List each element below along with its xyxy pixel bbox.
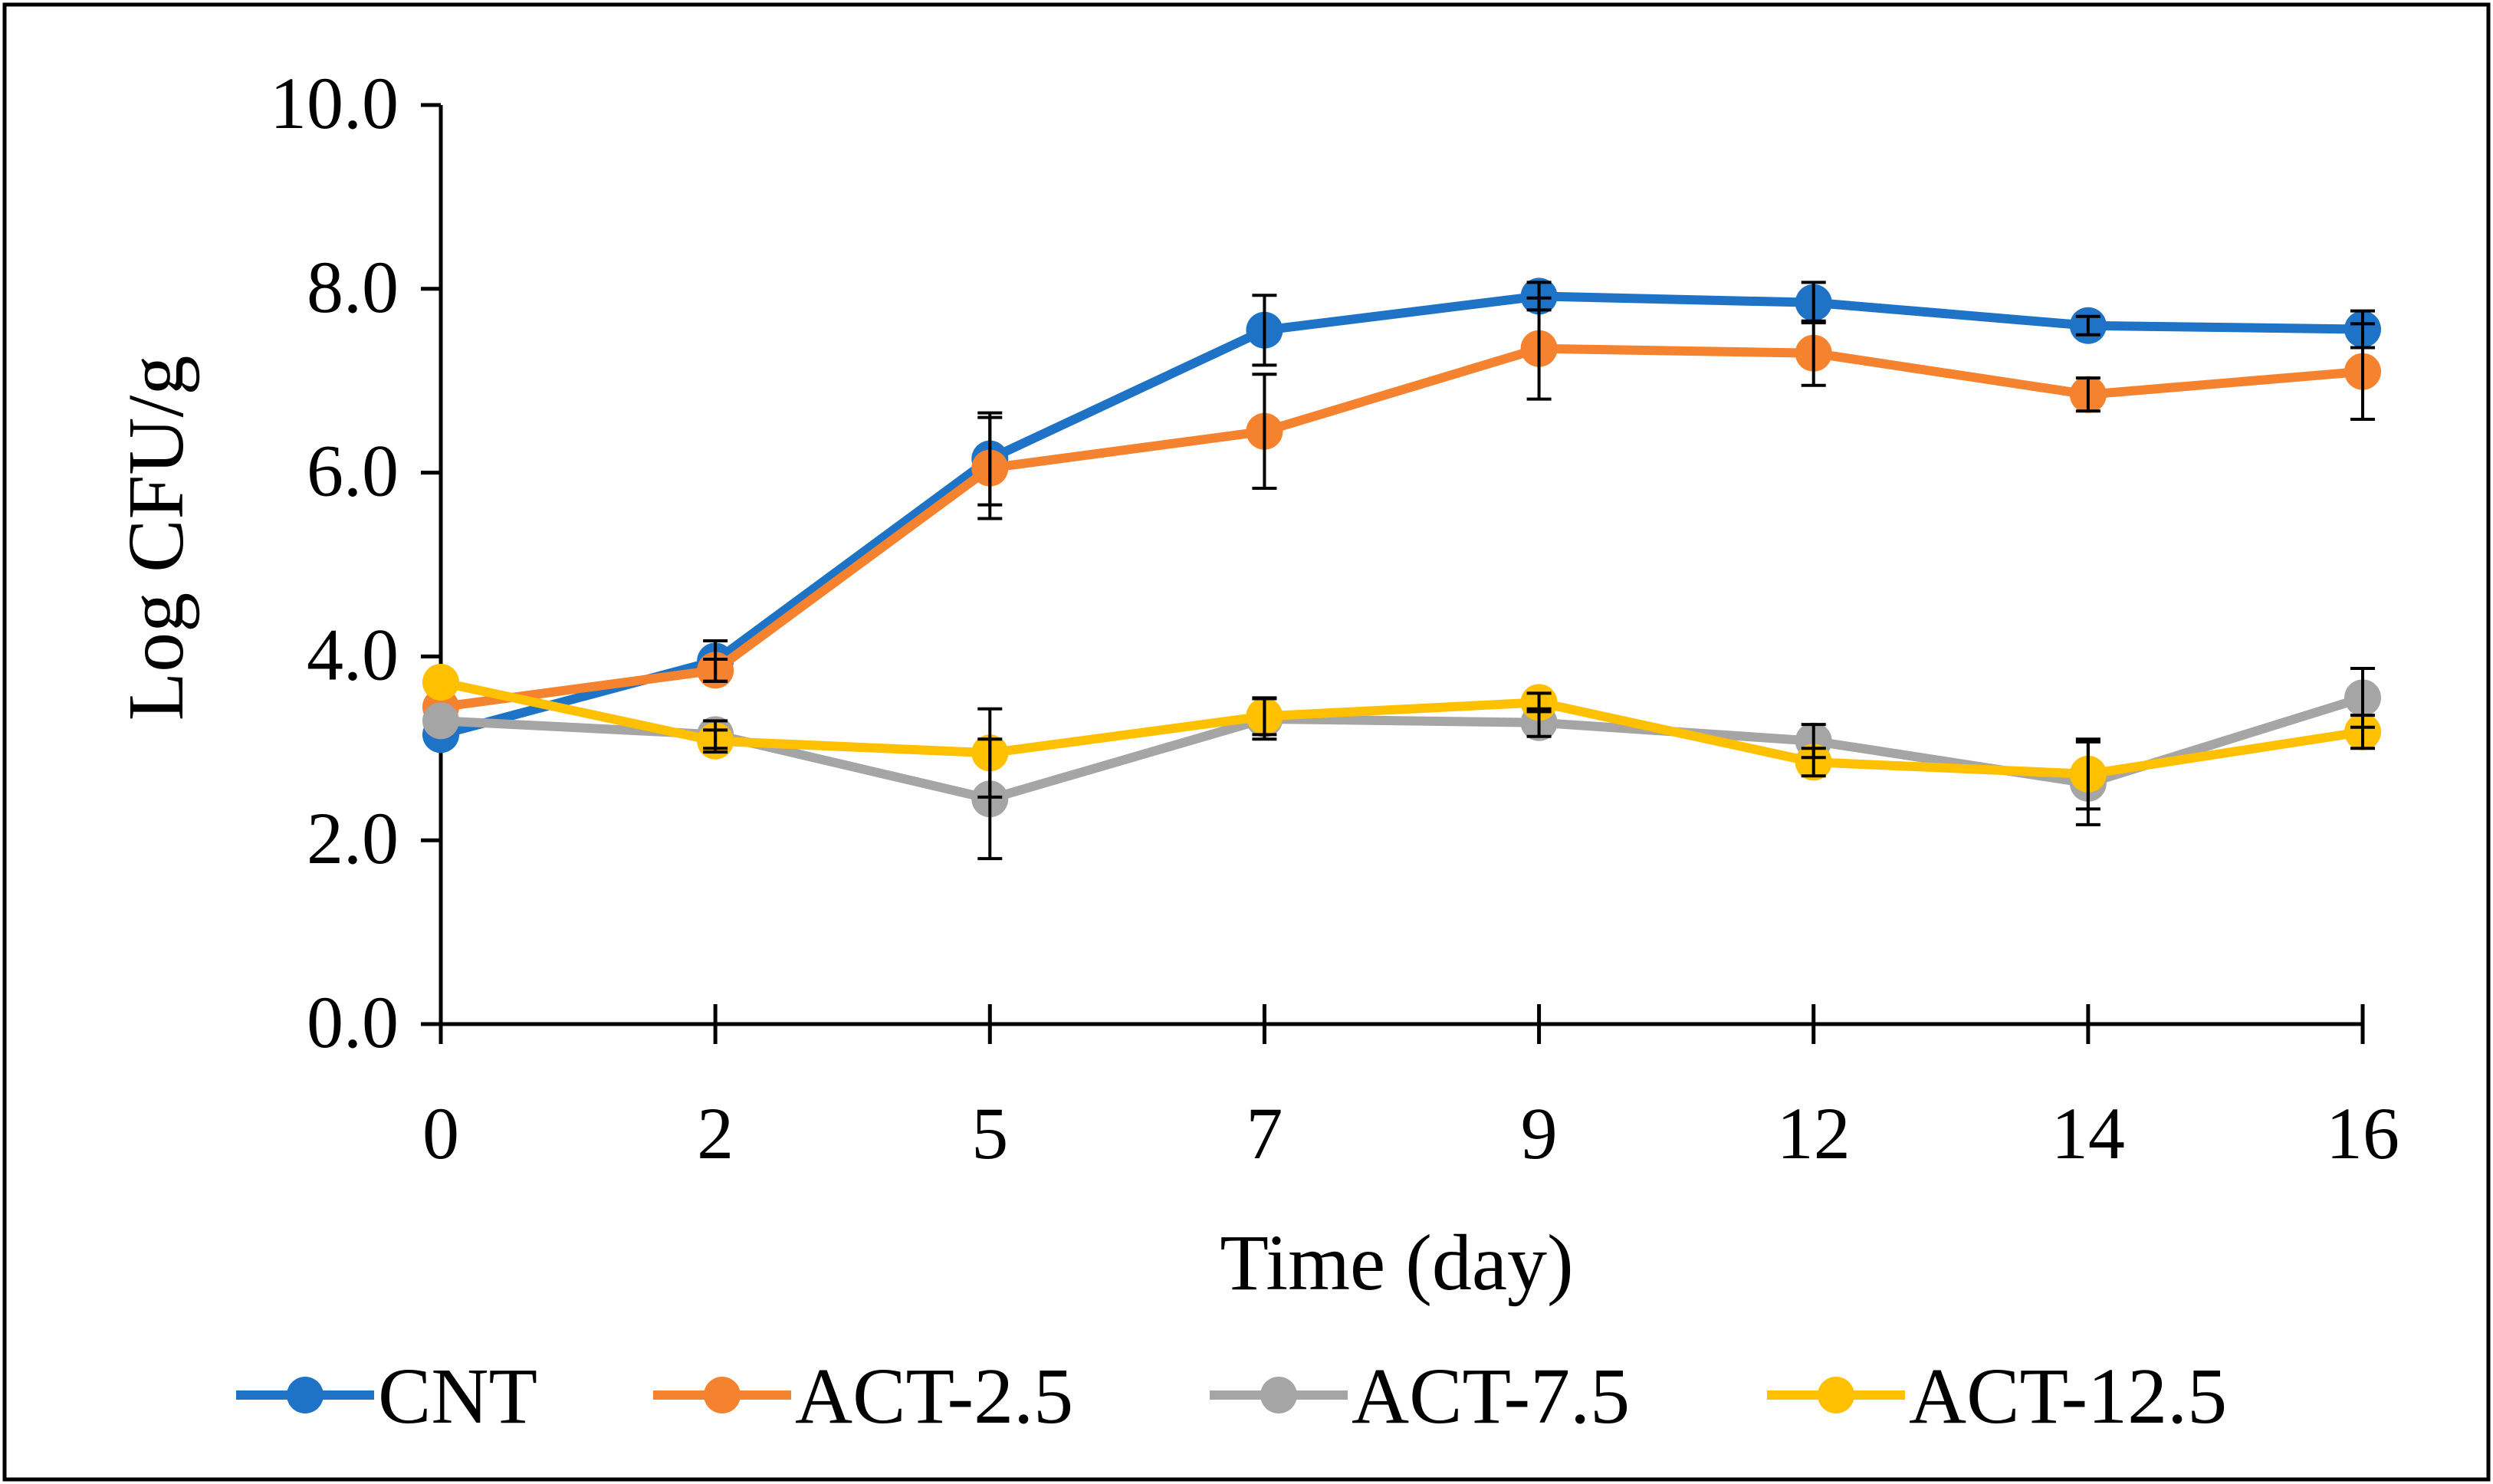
data-point <box>422 702 459 740</box>
x-tick-label: 9 <box>1521 1092 1558 1174</box>
y-tick-label: 8.0 <box>307 246 399 328</box>
plot-area: 0.0 2.0 4.0 6.0 8.0 10.0 0 2 5 7 9 12 14 16 <box>270 62 2399 1174</box>
legend-item-CNT: CNT <box>236 1352 537 1440</box>
x-tick-label: 2 <box>697 1092 734 1174</box>
y-tick-label: 0.0 <box>307 981 399 1063</box>
legend-label: ACT-2.5 <box>795 1352 1073 1440</box>
legend-swatch-marker <box>704 1377 741 1413</box>
legend-item-ACT-7.5: ACT-7.5 <box>1210 1352 1630 1440</box>
y-tick-label: 4.0 <box>307 613 399 695</box>
series-line <box>439 678 2363 779</box>
legend-label: ACT-7.5 <box>1352 1352 1630 1440</box>
error-bars-ACT-12.5 <box>703 691 2375 811</box>
x-tick-label: 16 <box>2326 1092 2399 1174</box>
x-tick-label: 14 <box>2051 1092 2125 1174</box>
legend-swatch-marker <box>287 1377 324 1413</box>
legend-swatch-marker <box>1260 1377 1297 1413</box>
y-axis-title: Log CFU/g <box>112 356 200 721</box>
x-tick-label: 7 <box>1246 1092 1283 1174</box>
x-tick-label: 0 <box>422 1092 459 1174</box>
y-tick-label: 6.0 <box>307 430 399 512</box>
y-tick-label: 10.0 <box>270 62 399 144</box>
y-tick-label: 2.0 <box>307 797 399 879</box>
x-tick-label: 5 <box>971 1092 1008 1174</box>
legend: CNT ACT-2.5 ACT-7.5 ACT-12.5 <box>236 1352 2227 1440</box>
series-line <box>440 343 2363 712</box>
legend-swatch-marker <box>1818 1377 1854 1413</box>
legend-label: ACT-12.5 <box>1909 1352 2227 1440</box>
series-ACT-2.5 <box>422 330 2381 726</box>
series-line <box>439 291 2363 740</box>
data-point <box>422 663 459 701</box>
x-axis-title: Time (day) <box>1220 1219 1573 1307</box>
legend-item-ACT-12.5: ACT-12.5 <box>1767 1352 2227 1440</box>
series-ACT-12.5 <box>422 663 2381 793</box>
error-bars-ACT-2.5 <box>703 296 2375 683</box>
legend-label: CNT <box>378 1352 537 1440</box>
x-tick-label: 12 <box>1777 1092 1851 1174</box>
legend-item-ACT-2.5: ACT-2.5 <box>653 1352 1073 1440</box>
